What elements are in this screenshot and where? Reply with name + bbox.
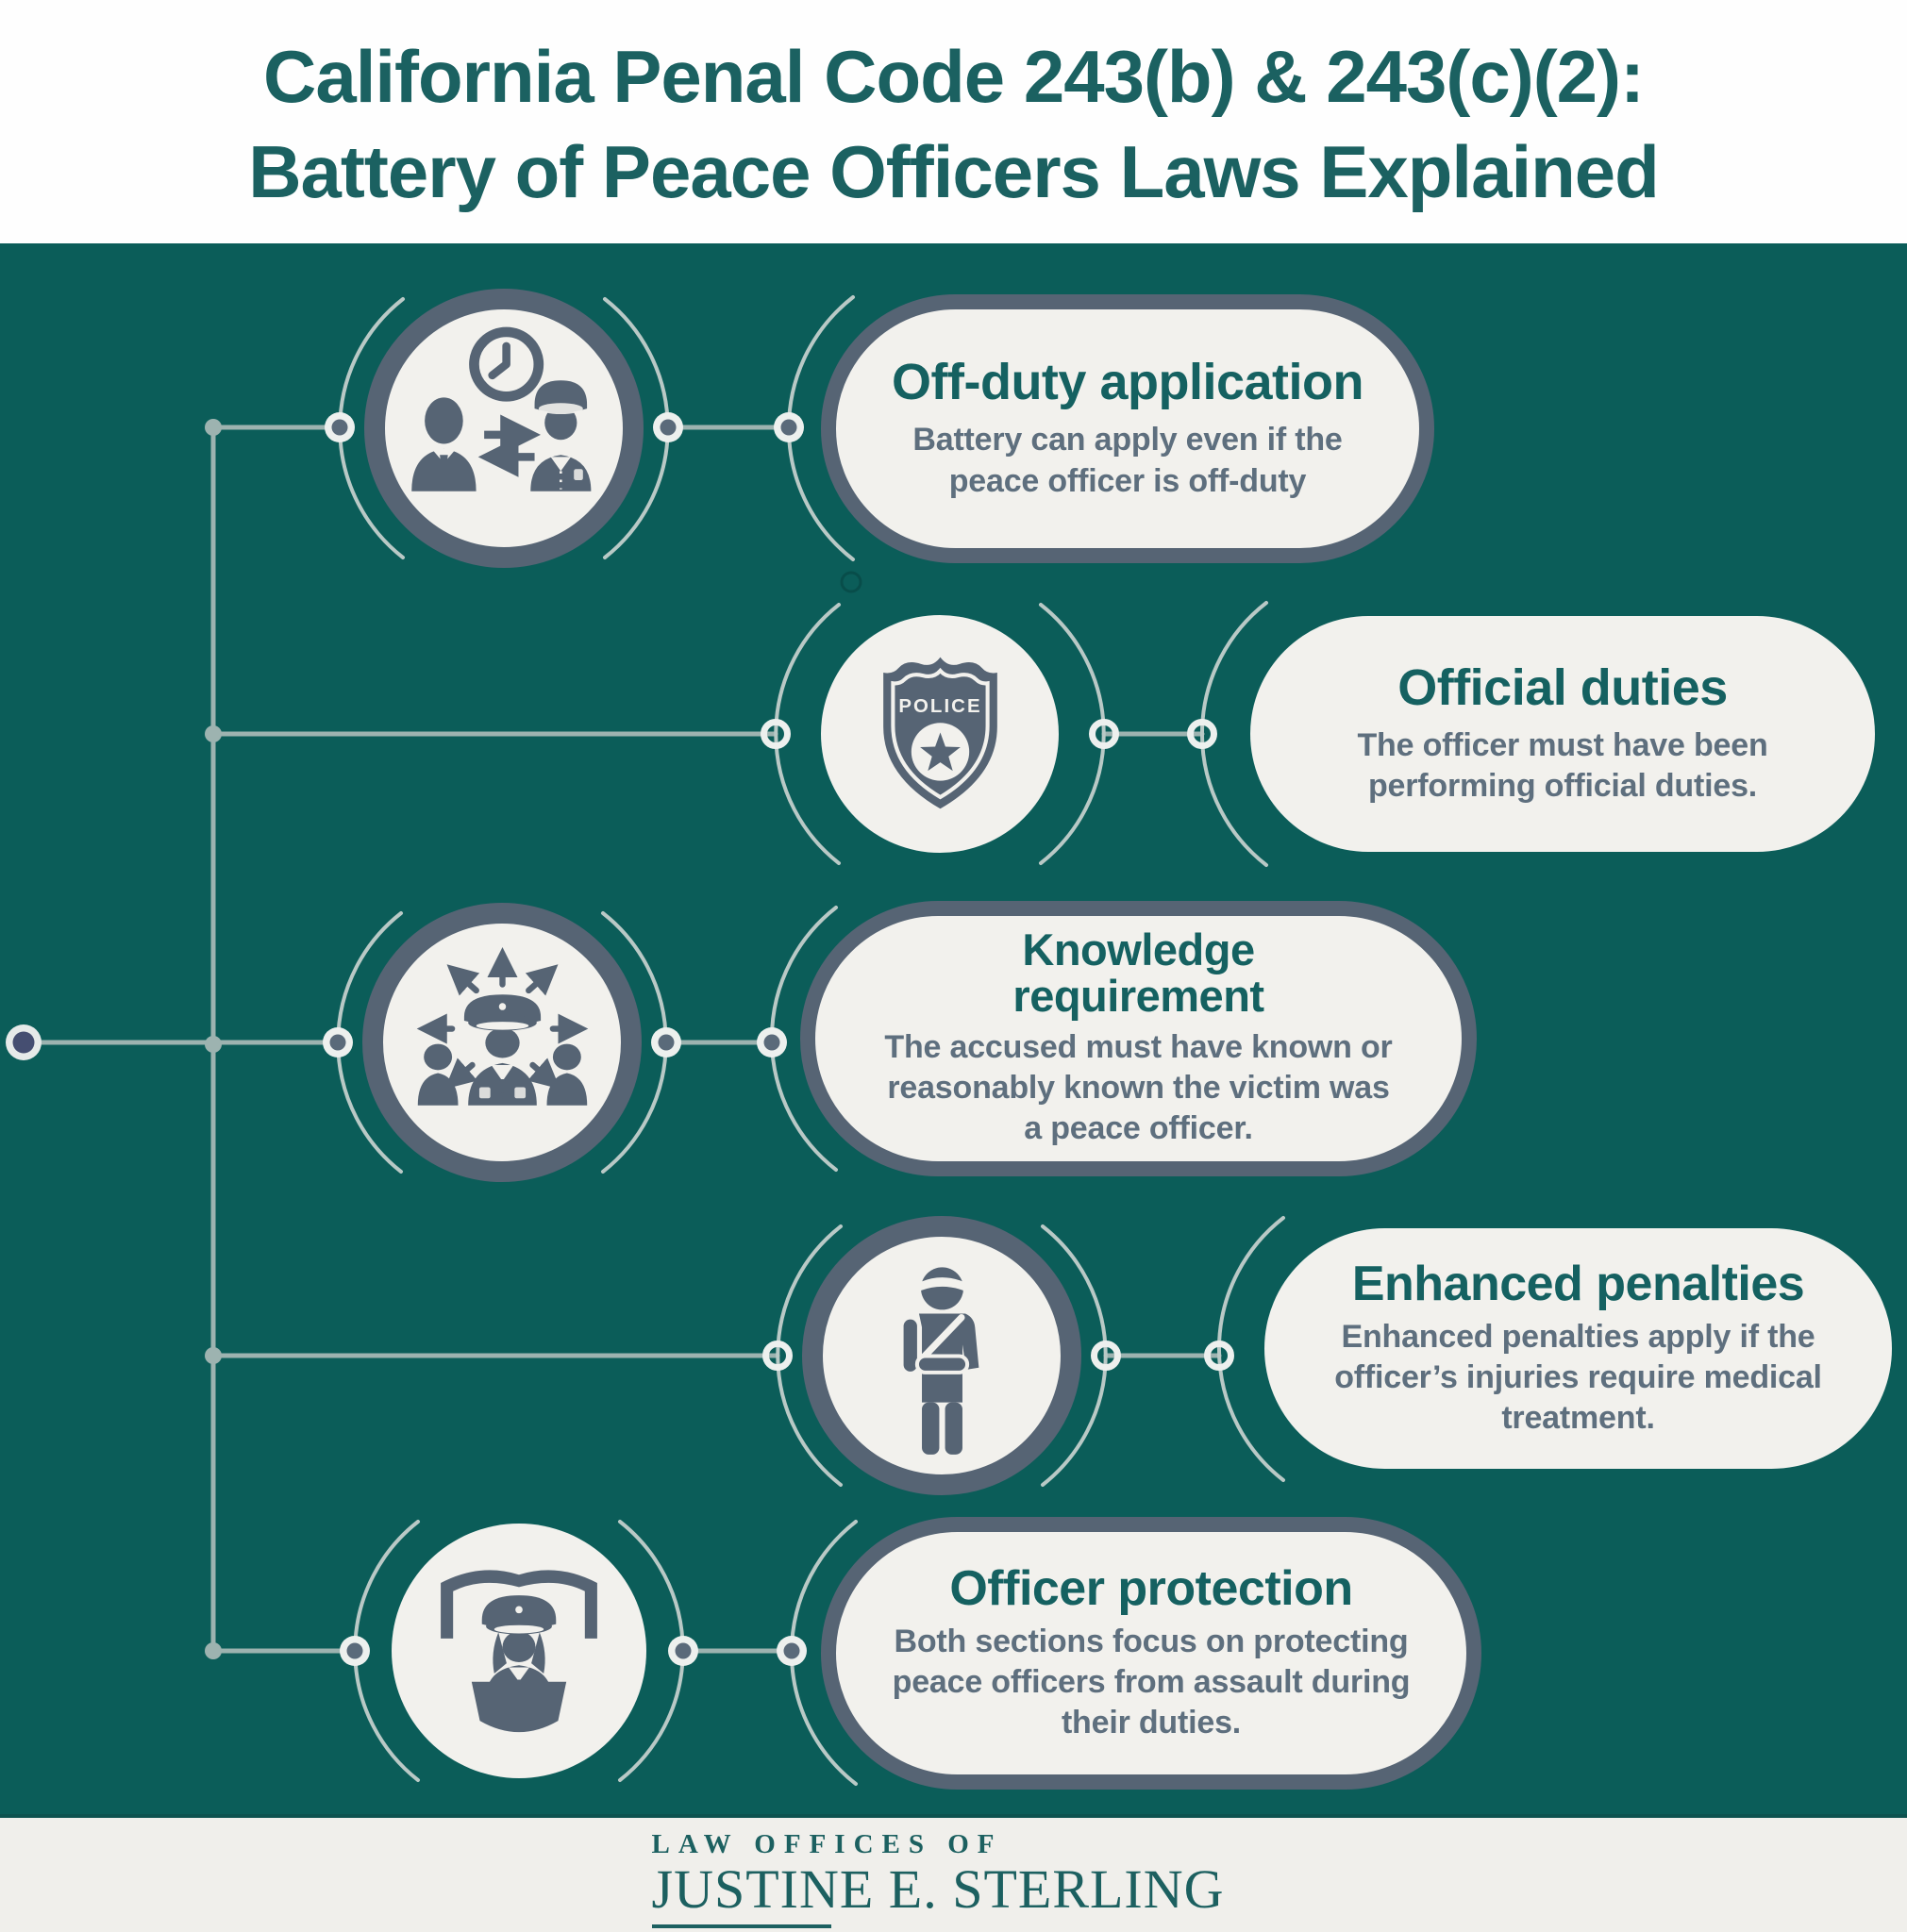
officer-in-shield-icon (441, 1570, 597, 1733)
faint-ring-dot (840, 571, 862, 593)
footer-underline (651, 1924, 831, 1928)
badge-label: POLICE (898, 694, 981, 716)
police-badge-icon: POLICE (882, 657, 997, 808)
card-knowledge-requirement: Knowledge requirement The accused must h… (800, 901, 1477, 1176)
clock-civilian-officer-exchange-icon (410, 326, 591, 491)
page-title-line-2: Battery of Peace Officers Laws Explained (248, 130, 1660, 213)
icon-circle-official-duties: POLICE (821, 615, 1059, 853)
footer-tagline: LAW OFFICES OF (651, 1829, 1003, 1859)
card-enhanced-penalties: Enhanced penalties Enhanced penalties ap… (1264, 1228, 1892, 1469)
card-body: Both sections focus on protecting peace … (892, 1623, 1411, 1741)
footer: LAW OFFICES OF JUSTINE E. STERLING (0, 1814, 1907, 1932)
card-body: The officer must have been performing of… (1357, 726, 1768, 805)
card-title: Officer protection (949, 1560, 1353, 1616)
trunk-junction-dots (205, 419, 222, 1659)
hollow-ring-nodes (761, 719, 1234, 1371)
card-official-duties: Official duties The officer must have be… (1250, 616, 1875, 852)
page-title-line-1: California Penal Code 243(b) & 243(c)(2)… (262, 34, 1645, 118)
law-firm-logo: LAW OFFICES OF JUSTINE E. STERLING (651, 1818, 1256, 1932)
slate-core-nodes (323, 412, 807, 1666)
card-off-duty-application: Off-duty application Battery can apply e… (821, 294, 1434, 563)
footer-firm-name: JUSTINE E. STERLING (651, 1858, 1225, 1920)
card-body: Battery can apply even if the peace offi… (912, 422, 1343, 499)
card-title: Knowledge requirement (1012, 924, 1264, 1022)
card-officer-protection: Officer protection Both sections focus o… (821, 1517, 1481, 1790)
icon-circle-knowledge (362, 903, 642, 1182)
card-title: Official duties (1397, 658, 1728, 716)
card-title: Off-duty application (892, 354, 1363, 411)
icon-circle-off-duty (364, 289, 644, 568)
card-title: Enhanced penalties (1351, 1256, 1805, 1311)
officer-awareness-arrows-icon (416, 946, 588, 1106)
header: California Penal Code 243(b) & 243(c)(2)… (0, 0, 1907, 243)
icon-circle-enhanced-penalties (802, 1216, 1081, 1495)
icon-circle-officer-protection (392, 1524, 646, 1778)
injured-person-arm-sling-icon (903, 1266, 979, 1455)
card-body: Enhanced penalties apply if the officer’… (1334, 1318, 1822, 1437)
start-node-navy (6, 1024, 42, 1060)
card-body: The accused must have known or reasonabl… (884, 1029, 1393, 1147)
